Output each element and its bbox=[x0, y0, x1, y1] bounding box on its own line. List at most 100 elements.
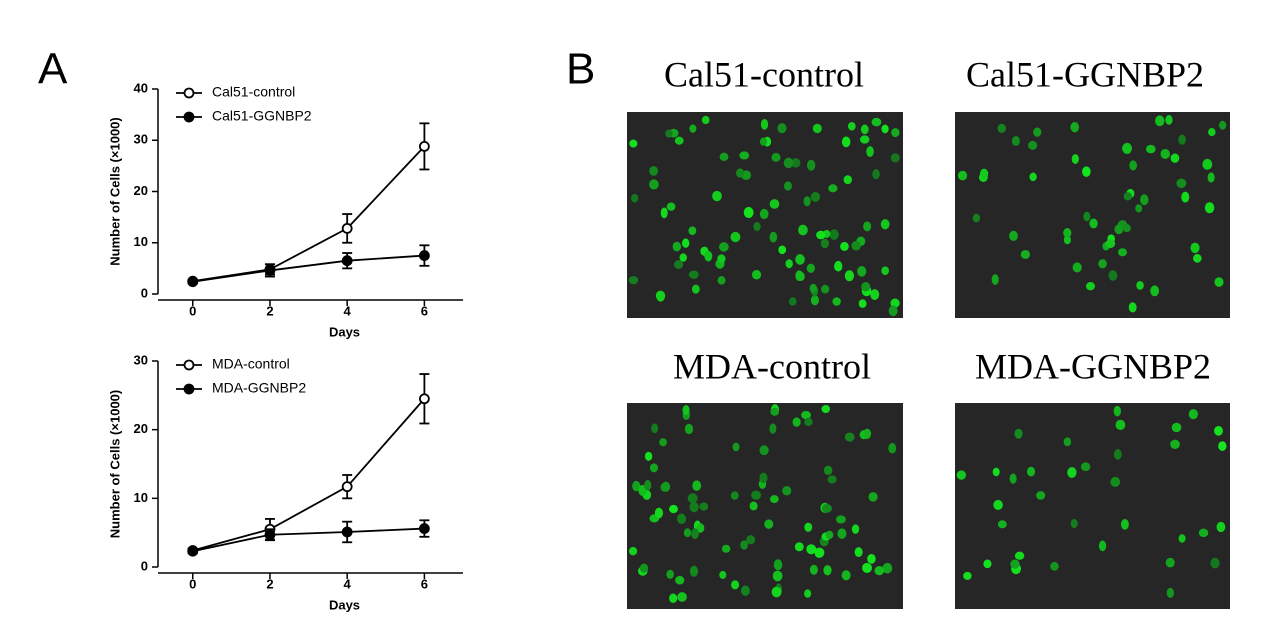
cell bbox=[1098, 259, 1107, 269]
cell bbox=[1033, 127, 1042, 137]
cell bbox=[791, 158, 801, 168]
cell bbox=[665, 129, 673, 138]
legend-label: Cal51-control bbox=[212, 84, 295, 100]
marker bbox=[341, 481, 353, 493]
legend-label: Cal51-GGNBP2 bbox=[212, 108, 312, 124]
cell bbox=[688, 270, 699, 279]
cell bbox=[629, 139, 638, 148]
cell bbox=[1113, 405, 1122, 417]
cell bbox=[1210, 557, 1220, 569]
cell bbox=[675, 575, 685, 585]
cell bbox=[677, 592, 687, 602]
x-tick-label: 2 bbox=[266, 576, 273, 591]
cell bbox=[814, 547, 825, 558]
cell bbox=[1155, 115, 1165, 127]
cell bbox=[628, 276, 639, 285]
cell bbox=[673, 260, 684, 269]
cell bbox=[719, 152, 729, 162]
x-tick-label: 4 bbox=[344, 303, 352, 318]
cell bbox=[810, 191, 821, 202]
cell bbox=[809, 283, 817, 293]
cell bbox=[721, 544, 731, 553]
legend-marker bbox=[183, 111, 195, 123]
marker bbox=[264, 265, 276, 276]
cell bbox=[1027, 140, 1038, 150]
cell bbox=[1129, 160, 1137, 171]
cell bbox=[1070, 518, 1078, 529]
cell bbox=[1115, 419, 1126, 431]
cell bbox=[841, 136, 851, 148]
cell bbox=[866, 146, 874, 157]
marker bbox=[341, 526, 353, 538]
cell bbox=[1110, 476, 1121, 487]
legend-label: MDA-control bbox=[212, 356, 290, 372]
y-tick-label: 30 bbox=[134, 132, 148, 147]
cell bbox=[736, 168, 745, 178]
cell bbox=[851, 524, 860, 534]
y-tick-label: 20 bbox=[134, 421, 148, 436]
cell bbox=[1098, 540, 1107, 552]
cell bbox=[980, 168, 989, 179]
x-axis-label: Days bbox=[329, 597, 360, 612]
y-tick-label: 10 bbox=[134, 490, 148, 505]
cell bbox=[684, 423, 694, 435]
y-tick-label: 0 bbox=[141, 285, 148, 300]
y-tick-label: 30 bbox=[134, 352, 148, 367]
cell bbox=[983, 559, 992, 569]
cell bbox=[1165, 557, 1175, 568]
cell bbox=[851, 241, 861, 251]
cell bbox=[963, 571, 972, 580]
cell bbox=[639, 563, 649, 573]
cell bbox=[1123, 192, 1132, 201]
cell bbox=[1178, 134, 1186, 145]
cell bbox=[751, 490, 762, 500]
cell bbox=[730, 231, 741, 243]
cell bbox=[1128, 302, 1137, 313]
cell bbox=[1140, 194, 1149, 206]
cell bbox=[1207, 172, 1215, 183]
cell bbox=[632, 480, 641, 492]
cell bbox=[1085, 282, 1096, 291]
marker bbox=[187, 276, 199, 288]
cell bbox=[1036, 491, 1046, 500]
cell bbox=[760, 118, 769, 130]
cell bbox=[803, 196, 811, 207]
cell bbox=[1122, 224, 1131, 233]
cell bbox=[1204, 202, 1215, 214]
cell bbox=[689, 124, 697, 133]
cell bbox=[854, 547, 863, 558]
y-tick-label: 0 bbox=[141, 558, 148, 573]
cell bbox=[669, 593, 678, 604]
cell bbox=[821, 284, 830, 294]
cell bbox=[867, 553, 876, 564]
cell bbox=[759, 137, 768, 146]
cell bbox=[777, 123, 787, 134]
cell bbox=[816, 230, 826, 240]
cell bbox=[691, 528, 699, 540]
cell bbox=[804, 522, 813, 532]
cell bbox=[683, 528, 692, 538]
cell bbox=[844, 432, 855, 442]
cell bbox=[771, 586, 782, 598]
cell bbox=[638, 484, 647, 496]
cell bbox=[861, 282, 871, 292]
cell bbox=[890, 153, 900, 163]
cell bbox=[1198, 528, 1209, 538]
x-tick-label: 4 bbox=[344, 576, 352, 591]
cell bbox=[821, 404, 831, 414]
y-tick-label: 10 bbox=[134, 234, 148, 249]
cell bbox=[1063, 228, 1072, 238]
y-tick-label: 20 bbox=[134, 183, 148, 198]
cell bbox=[746, 535, 756, 545]
marker bbox=[418, 140, 430, 152]
cell bbox=[882, 562, 893, 574]
cell bbox=[847, 121, 856, 131]
cell bbox=[1070, 122, 1080, 133]
cell bbox=[628, 546, 638, 556]
cell bbox=[823, 465, 833, 475]
x-tick-label: 0 bbox=[189, 576, 196, 591]
cell bbox=[806, 159, 816, 171]
cell bbox=[712, 190, 722, 202]
panel-label: B bbox=[566, 45, 595, 94]
cell bbox=[772, 570, 783, 582]
